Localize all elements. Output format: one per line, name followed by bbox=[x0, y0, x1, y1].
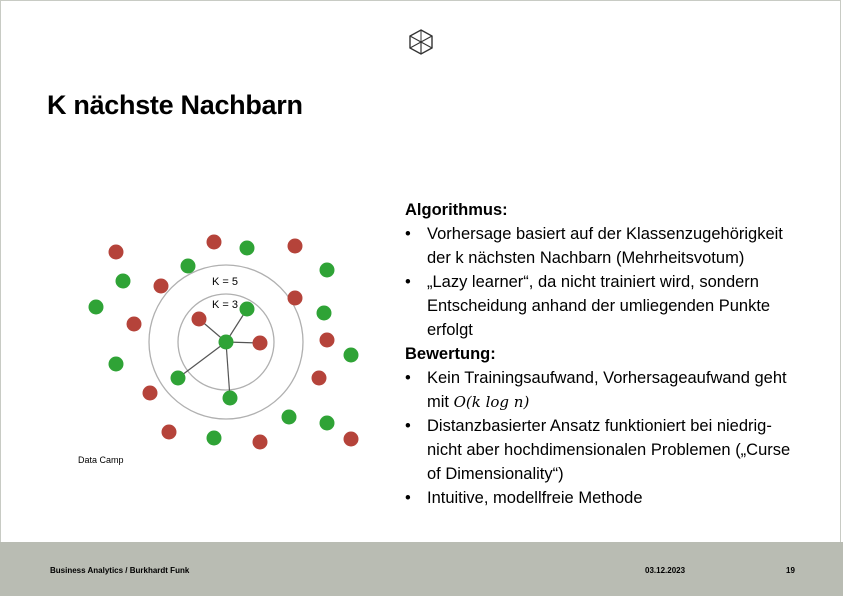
red-point bbox=[287, 238, 303, 254]
heading-evaluation: Bewertung: bbox=[405, 345, 496, 363]
red-point bbox=[161, 424, 177, 440]
slide-title: K nächste Nachbarn bbox=[47, 90, 303, 120]
red-point bbox=[153, 278, 169, 294]
bullet-item: Kein Trainingsaufwand, Vorhersageaufwand… bbox=[405, 366, 805, 414]
bullet-item: „Lazy learner“, da nicht trainiert wird,… bbox=[405, 270, 805, 342]
hexagon-cube-icon bbox=[409, 29, 433, 55]
red-point bbox=[252, 335, 268, 351]
red-point bbox=[311, 370, 327, 386]
k5-circle bbox=[148, 264, 304, 420]
green-point bbox=[218, 334, 234, 350]
bullet-text: Kein Trainingsaufwand, Vorhersageaufwand… bbox=[427, 369, 787, 411]
k5-label: K = 5 bbox=[212, 276, 238, 288]
heading-algorithm: Algorithmus: bbox=[405, 201, 508, 219]
figure-source: Data Camp bbox=[78, 455, 124, 465]
knn-figure: K = 5 K = 3 bbox=[88, 234, 359, 450]
green-point bbox=[239, 301, 255, 317]
page-number: 19 bbox=[786, 566, 795, 575]
footer: Business Analytics / Burkhardt Funk 03.1… bbox=[0, 542, 843, 596]
bullet-item: Intuitive, modellfreie Methode bbox=[405, 486, 805, 510]
evaluation-list: Kein Trainingsaufwand, Vorhersageaufwand… bbox=[405, 366, 805, 510]
green-point bbox=[108, 356, 124, 372]
footer-date: 03.12.2023 bbox=[645, 566, 686, 575]
green-point bbox=[88, 299, 104, 315]
green-point bbox=[180, 258, 196, 274]
green-point bbox=[343, 347, 359, 363]
neighbor-line bbox=[177, 341, 227, 379]
green-point bbox=[170, 370, 186, 386]
red-point bbox=[287, 290, 303, 306]
red-point bbox=[206, 234, 222, 250]
bullet-item: Distanzbasierter Ansatz funktioniert bei… bbox=[405, 414, 805, 486]
red-point bbox=[252, 434, 268, 450]
neighbor-line bbox=[225, 341, 231, 399]
green-point bbox=[281, 409, 297, 425]
content-block: Algorithmus: Vorhersage basiert auf der … bbox=[405, 198, 805, 510]
algorithm-list: Vorhersage basiert auf der Klassenzugehö… bbox=[405, 222, 805, 342]
green-point bbox=[316, 305, 332, 321]
green-point bbox=[115, 273, 131, 289]
complexity-formula: 𝑂(𝑘 log 𝑛) bbox=[453, 393, 530, 411]
green-point bbox=[319, 262, 335, 278]
red-point bbox=[191, 311, 207, 327]
footer-course: Business Analytics / Burkhardt Funk bbox=[50, 566, 190, 575]
red-point bbox=[343, 431, 359, 447]
red-point bbox=[108, 244, 124, 260]
green-point bbox=[206, 430, 222, 446]
green-point bbox=[319, 415, 335, 431]
green-points bbox=[88, 240, 359, 446]
k3-circle bbox=[177, 293, 275, 391]
red-point bbox=[142, 385, 158, 401]
green-point bbox=[239, 240, 255, 256]
red-point bbox=[126, 316, 142, 332]
red-points bbox=[108, 234, 359, 450]
green-point bbox=[222, 390, 238, 406]
red-point bbox=[319, 332, 335, 348]
k3-label: K = 3 bbox=[212, 299, 238, 311]
bullet-item: Vorhersage basiert auf der Klassenzugehö… bbox=[405, 222, 805, 270]
